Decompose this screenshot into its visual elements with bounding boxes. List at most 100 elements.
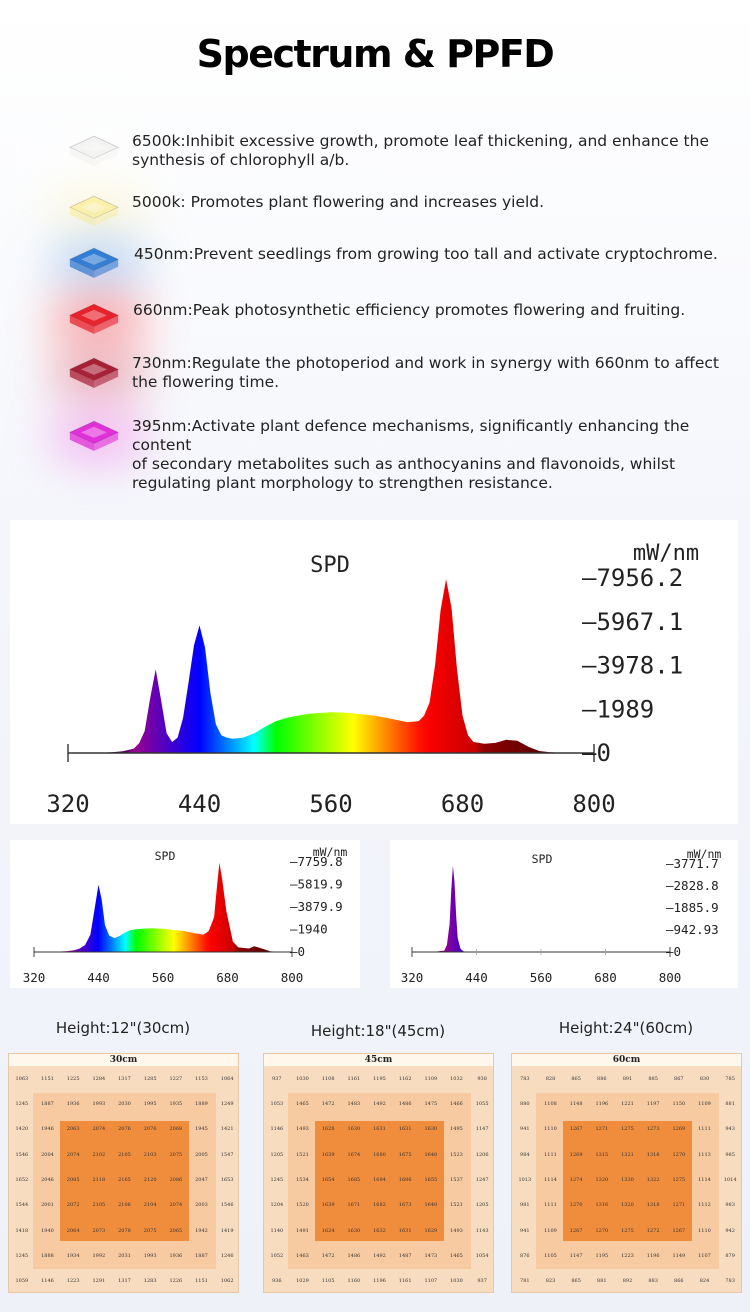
ppfd-cell: 1888 xyxy=(41,1253,54,1259)
ppfd-cell: 1109 xyxy=(424,1075,438,1082)
ppfd-cell: 937 xyxy=(477,1278,487,1285)
ppfd-cell: 2074 xyxy=(169,1202,183,1209)
feature-row: 5000k: Promotes plant flowering and incr… xyxy=(0,184,750,250)
ppfd-cell: 1934 xyxy=(66,1253,80,1259)
y-tick-label: –5967.1 xyxy=(582,608,683,636)
ppfd-cell: 1205 xyxy=(270,1151,284,1158)
ppfd-cell: 1196 xyxy=(646,1253,660,1259)
y-axis-unit-label: mW/nm xyxy=(633,541,699,566)
ppfd-cell: 1993 xyxy=(92,1101,106,1107)
ppfd-cell: 1246 xyxy=(220,1253,234,1259)
y-tick-label: –1989 xyxy=(582,695,654,723)
ppfd-cell: 2047 xyxy=(195,1177,208,1183)
y-tick-label: –7759.8 xyxy=(290,854,343,869)
ppfd-cell: 1206 xyxy=(475,1151,489,1158)
ppfd-cell: 2105 xyxy=(92,1202,106,1209)
ppfd-cell: 1486 xyxy=(398,1101,412,1107)
ppfd-cell: 1521 xyxy=(450,1202,463,1209)
ppfd-cell: 1032 xyxy=(450,1075,463,1082)
spd-chart-main-svg: 320 440 560 680 800 –7956.2 –5967.1 –3978.1 –198… xyxy=(46,541,699,818)
ppfd-cell: 2076 xyxy=(143,1126,157,1133)
ppfd-cell: 1945 xyxy=(195,1126,208,1133)
spd-chart-full-spectrum-svg: 320 440 560 680 800 –7759.8 –5819.9 –3879.9 –194… xyxy=(23,845,348,985)
ppfd-cell: 1694 xyxy=(373,1177,386,1183)
y-tick-label: –5819.9 xyxy=(290,876,343,891)
y-tick-label: –7956.2 xyxy=(582,564,683,592)
ppfd-cell: 1317 xyxy=(118,1075,131,1082)
ppfd-cell: 879 xyxy=(725,1253,735,1259)
ppfd-cell: 1273 xyxy=(646,1126,660,1133)
ppfd-cell: 2031 xyxy=(118,1253,131,1259)
ppfd-cell: 2003 xyxy=(195,1202,208,1209)
ppfd-cell: 1161 xyxy=(398,1278,412,1285)
ppfd-cell: 2102 xyxy=(92,1151,106,1158)
ppfd-cell: 1631 xyxy=(398,1126,412,1133)
ppfd-cell: 2030 xyxy=(118,1101,131,1107)
ppfd-cell: 1271 xyxy=(595,1126,609,1133)
ppfd-cell: 2103 xyxy=(143,1151,157,1158)
ppfd-cell: 1284 xyxy=(92,1075,106,1082)
x-tick-label: 440 xyxy=(87,970,110,985)
ppfd-cell: 1221 xyxy=(621,1101,634,1107)
ppfd-cell: 2086 xyxy=(169,1177,183,1183)
white-chip-icon xyxy=(68,135,120,166)
ppfd-cell: 1064 xyxy=(220,1075,234,1082)
ppfd-cell: 2078 xyxy=(118,1227,131,1234)
ppfd-cell: 1671 xyxy=(347,1202,361,1209)
ppfd-grid-body: 937 1030 1108 1161 1195 1162 1109 1032 938 1053 14… xyxy=(264,1066,493,1292)
ppfd-cell: 785 xyxy=(725,1075,735,1082)
ppfd-cell: 781 xyxy=(520,1278,530,1285)
ppfd-cell: 2165 xyxy=(118,1177,131,1183)
ppfd-core-zone xyxy=(60,1120,189,1242)
ppfd-cell: 1267 xyxy=(569,1126,583,1133)
ppfd-cell: 1161 xyxy=(347,1075,361,1082)
ppfd-cell: 1110 xyxy=(544,1126,557,1133)
blue-chip-icon xyxy=(68,247,120,278)
ppfd-cell: 2064 xyxy=(66,1227,80,1234)
ppfd-cell: 1546 xyxy=(15,1151,29,1158)
ppfd-cell: 1942 xyxy=(195,1227,208,1234)
far-red-chip-icon xyxy=(68,357,120,388)
x-tick-label: 680 xyxy=(441,790,484,818)
ppfd-cell: 1420 xyxy=(15,1126,29,1133)
ppfd-cell: 942 xyxy=(725,1227,735,1234)
ppfd-cell: 1274 xyxy=(569,1177,583,1183)
ppfd-cell: 1316 xyxy=(646,1151,660,1158)
ppfd-cell: 886 xyxy=(597,1075,607,1082)
x-tick-label: 440 xyxy=(178,790,221,818)
spd-chart-main: 320 440 560 680 800 –7956.2 –5967.1 –3978.1 –198… xyxy=(10,520,738,824)
feature-text: 730nm:Regulate the photoperiod and work … xyxy=(132,354,719,392)
ppfd-cell: 1993 xyxy=(143,1253,157,1259)
ppfd-cell: 1419 xyxy=(220,1227,234,1234)
ppfd-cell: 1321 xyxy=(621,1151,634,1158)
feature-row: 6500k:Inhibit excessive growth, promote … xyxy=(0,124,750,190)
ppfd-cell: 1227 xyxy=(169,1075,183,1082)
x-tick-label: 800 xyxy=(659,970,682,985)
y-axis-unit-label: mW/nm xyxy=(313,845,348,859)
ppfd-cell: 1195 xyxy=(373,1075,386,1082)
ppfd-cell: 1063 xyxy=(15,1075,29,1082)
ppfd-cell: 941 xyxy=(520,1227,530,1234)
ppfd-cell: 984 xyxy=(520,1151,530,1158)
y-tick-label: –0 xyxy=(666,944,681,959)
feature-row: 660nm:Peak photosynthetic efficiency pro… xyxy=(0,292,750,358)
ppfd-cell: 880 xyxy=(520,1101,530,1107)
ppfd-cell: 1495 xyxy=(450,1126,463,1133)
ppfd-cell: 2046 xyxy=(41,1177,54,1183)
y-tick-label: –1885.9 xyxy=(666,900,719,915)
ppfd-cell: 938 xyxy=(477,1075,487,1082)
x-tick-label: 680 xyxy=(594,970,617,985)
ppfd-cell: 1624 xyxy=(321,1227,335,1234)
ppfd-cell: 1674 xyxy=(347,1151,361,1158)
x-tick-label: 320 xyxy=(46,790,89,818)
ppfd-cell: 1935 xyxy=(169,1101,183,1107)
ppfd-cell: 1114 xyxy=(698,1177,711,1183)
ppfd-cell: 983 xyxy=(725,1202,735,1209)
ppfd-cell: 891 xyxy=(622,1075,633,1082)
ppfd-cell: 1223 xyxy=(621,1253,634,1259)
y-tick-label: –3771.7 xyxy=(666,856,719,871)
ppfd-cell: 1052 xyxy=(270,1253,284,1259)
ppfd-cell: 823 xyxy=(545,1278,556,1285)
ppfd-cell: 1269 xyxy=(672,1126,686,1133)
ppfd-cell: 1267 xyxy=(569,1227,583,1234)
